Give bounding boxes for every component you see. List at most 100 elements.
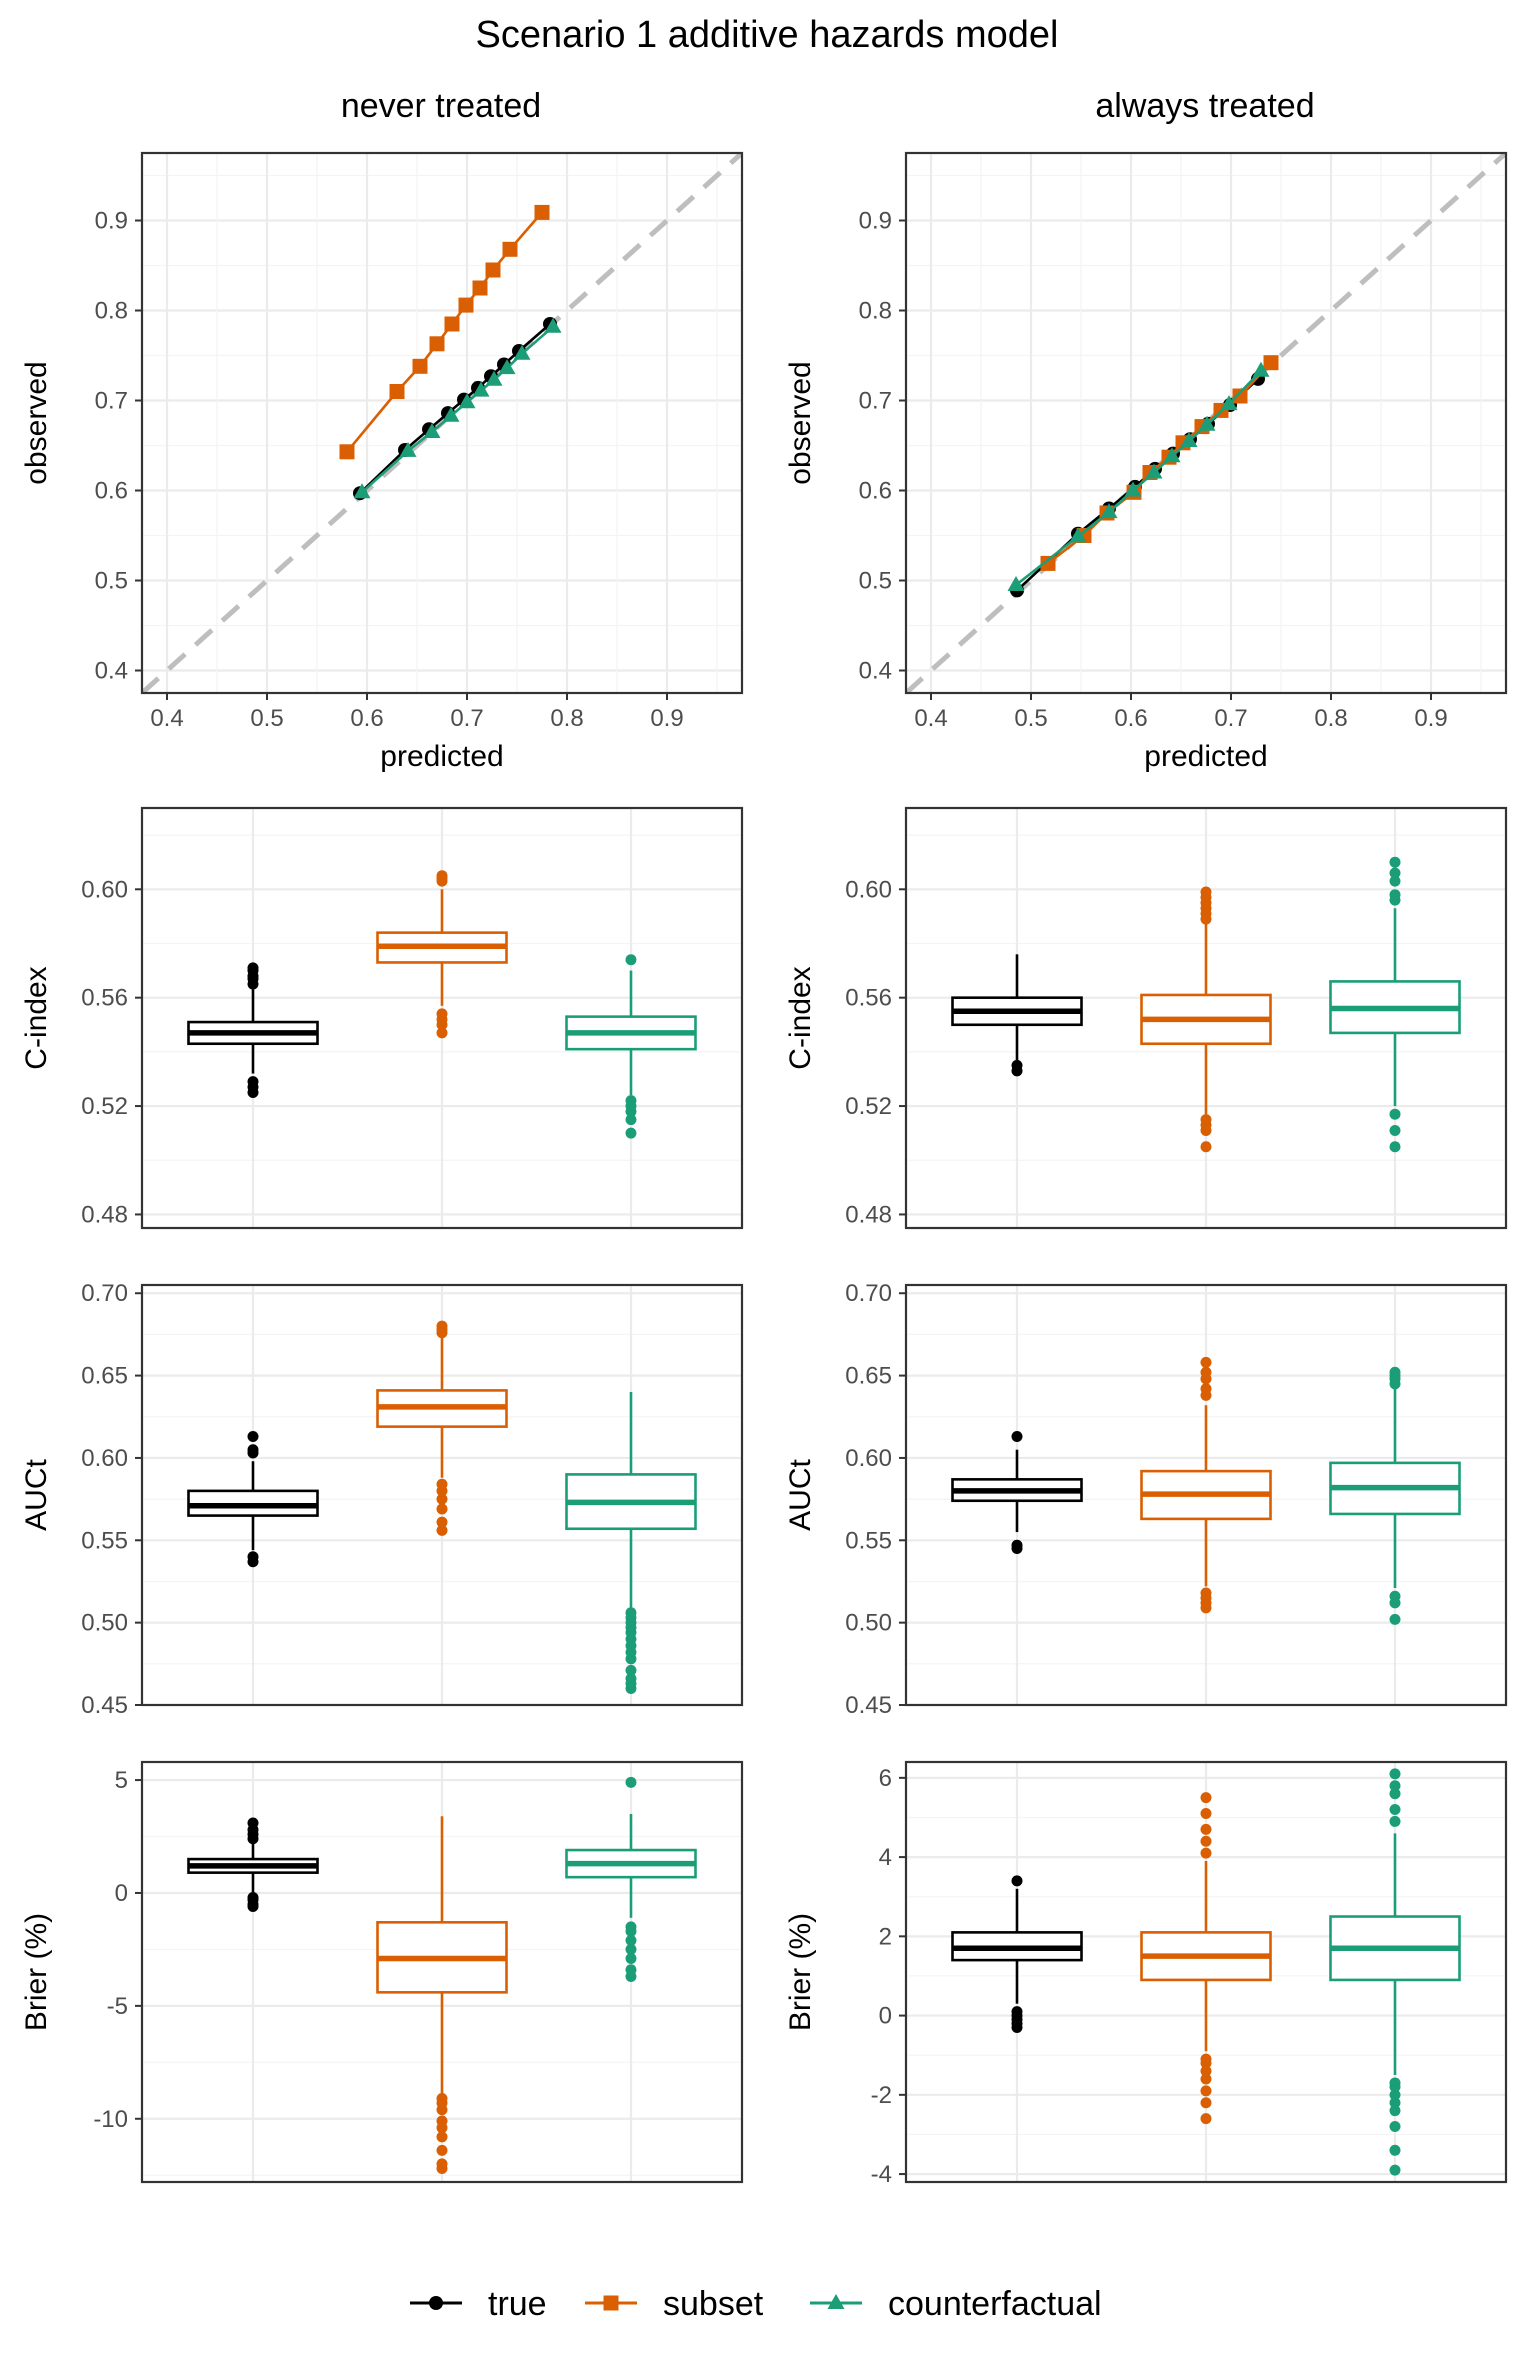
outlier-point — [436, 2092, 448, 2104]
legend-item-counterfactual: counterfactual — [810, 2285, 1102, 2323]
box-subset — [376, 1320, 508, 1536]
y-axis-label: AUCt — [20, 1459, 53, 1531]
outlier-point — [625, 1114, 637, 1126]
y-tick-label: 0.56 — [81, 985, 128, 1012]
point-subset — [472, 280, 488, 296]
y-tick-label: 0.8 — [95, 298, 128, 325]
box-true — [951, 1431, 1083, 1555]
point-counterfactual — [1252, 361, 1270, 377]
y-tick-label: -5 — [107, 1993, 128, 2020]
x-tick-label: 0.7 — [1214, 705, 1247, 732]
legend-key-marker — [827, 2294, 845, 2309]
y-tick-label: 0.5 — [95, 568, 128, 595]
outlier-point — [247, 1551, 259, 1563]
y-tick-label: 0.50 — [845, 1610, 892, 1637]
y-axis-label: C-index — [784, 966, 817, 1069]
outlier-point — [625, 1943, 637, 1955]
outlier-point — [1011, 2006, 1023, 2018]
outlier-point — [1200, 1808, 1212, 1820]
outlier-point — [1389, 2097, 1401, 2109]
series-line-true — [359, 323, 551, 495]
y-tick-label: 0 — [115, 1880, 128, 1907]
y-tick-label: 0.6 — [95, 478, 128, 505]
outlier-point — [1389, 875, 1401, 887]
box-counterfactual — [1329, 856, 1461, 1153]
outlier-point — [1011, 1539, 1023, 1551]
y-tick-label: 0.6 — [859, 478, 892, 505]
outlier-point — [1389, 1780, 1401, 1792]
legend-label: counterfactual — [888, 2285, 1102, 2323]
plot-area — [142, 153, 742, 693]
outlier-point — [247, 1891, 259, 1903]
outlier-point — [436, 2158, 448, 2170]
box-subset — [1140, 1792, 1272, 2125]
outlier-point — [1200, 1141, 1212, 1153]
outlier-point — [436, 1516, 448, 1528]
y-tick-label: 0.56 — [845, 985, 892, 1012]
outlier-point — [625, 1934, 637, 1946]
point-subset — [339, 444, 355, 460]
y-tick-label: 5 — [115, 1767, 128, 1794]
outlier-point — [625, 1673, 637, 1685]
panel-r0-c0: 0.4 0.5 0.6 0.7 0.8 0.9 predicted 0.4 0.5 0.6 0.7 0… — [20, 151, 744, 773]
outlier-point — [1389, 1108, 1401, 1120]
point-counterfactual — [544, 317, 562, 333]
outlier-point — [436, 870, 448, 882]
outlier-point — [1200, 1835, 1212, 1847]
point-subset — [1232, 388, 1248, 404]
outlier-point — [1389, 1590, 1401, 1602]
y-tick-label: 0.9 — [859, 208, 892, 235]
outlier-point — [625, 1776, 637, 1788]
box-subset — [376, 1816, 508, 2174]
outlier-point — [1389, 2121, 1401, 2133]
y-tick-label: 0.60 — [81, 1445, 128, 1472]
outlier-point — [436, 2115, 448, 2127]
y-tick-label: 0.4 — [95, 658, 128, 685]
outlier-point — [1389, 2164, 1401, 2176]
outlier-point — [1200, 2113, 1212, 2125]
outlier-point — [1200, 1366, 1212, 1378]
y-tick-label: -2 — [871, 2082, 892, 2109]
x-tick-label: 0.7 — [450, 705, 483, 732]
point-counterfactual — [1198, 415, 1216, 431]
box-true — [187, 962, 319, 1099]
outlier-point — [625, 1921, 637, 1933]
point-counterfactual — [1180, 432, 1198, 447]
point-counterfactual — [1220, 395, 1238, 411]
point-subset — [444, 316, 460, 332]
column-title-never-treated: never treated — [341, 87, 541, 125]
point-subset — [502, 241, 518, 257]
panel-r1-c0: 0.48 0.52 0.56 0.60 C-index — [20, 806, 744, 1230]
point-counterfactual — [513, 344, 531, 360]
legend-key-marker — [429, 2296, 443, 2310]
x-tick-label: 0.8 — [550, 705, 583, 732]
panel-border — [904, 1760, 1508, 2184]
point-subset — [485, 262, 501, 278]
outlier-point — [1200, 2065, 1212, 2077]
panel-border — [904, 806, 1508, 1230]
y-tick-label: 0.65 — [845, 1363, 892, 1390]
y-tick-label: 6 — [879, 1765, 892, 1792]
y-tick-label: 0.48 — [81, 1201, 128, 1228]
x-tick-label: 0.9 — [650, 705, 683, 732]
outlier-point — [1200, 2073, 1212, 2085]
outlier-point — [1200, 1847, 1212, 1859]
point-subset — [1263, 355, 1279, 371]
outlier-point — [247, 1431, 259, 1443]
outlier-point — [1200, 886, 1212, 898]
x-axis-label: predicted — [1144, 740, 1267, 773]
outlier-point — [1389, 2089, 1401, 2101]
y-tick-label: 0.70 — [845, 1280, 892, 1307]
panel-border — [904, 151, 1508, 695]
outlier-point — [1389, 1788, 1401, 1800]
y-tick-label: 0.55 — [845, 1527, 892, 1554]
box-counterfactual — [1329, 1768, 1461, 2176]
panel-border — [904, 1283, 1508, 1707]
box-subset — [1140, 886, 1272, 1153]
y-tick-label: 0.65 — [81, 1363, 128, 1390]
box-true — [187, 1817, 319, 1913]
outlier-point — [1200, 1114, 1212, 1126]
point-subset — [1040, 555, 1056, 571]
panel-border — [140, 806, 744, 1230]
